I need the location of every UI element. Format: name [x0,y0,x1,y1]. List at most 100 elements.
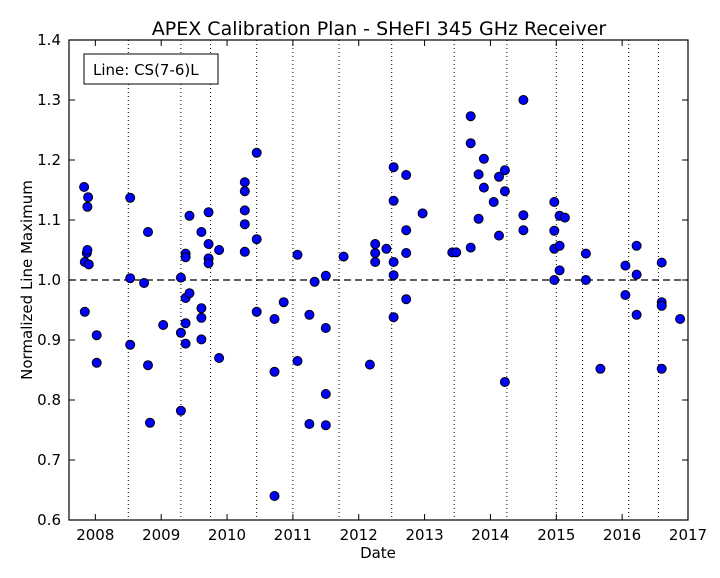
data-point-50 [292,249,303,260]
data-point-66 [388,195,399,206]
data-point-86 [494,230,504,241]
data-point-47 [269,366,280,377]
data-point-7 [83,259,94,270]
legend: Line: CS(7-6)L [83,53,219,85]
data-point-27 [184,288,195,299]
data-point-31 [196,334,207,345]
data-point-53 [304,419,315,429]
legend-text: Line: CS(7-6)L [93,61,199,79]
x-tick-label-6: 2014 [471,526,509,544]
data-point-22 [180,252,191,263]
x-tick-label-8: 2016 [603,526,641,544]
data-point-29 [196,303,207,314]
data-point-45 [251,306,262,317]
data-point-57 [320,389,331,399]
data-point-62 [370,248,381,258]
data-point-19 [175,327,186,338]
data-point-32 [203,207,214,218]
data-point-14 [143,227,153,237]
data-point-65 [388,162,399,173]
data-point-26 [184,210,195,221]
data-point-51 [292,356,303,366]
data-point-24 [180,318,191,329]
data-point-35 [203,258,214,269]
data-point-63 [370,257,381,267]
data-point-10 [125,192,136,203]
data-point-28 [196,227,207,237]
data-point-8 [91,330,102,341]
data-point-79 [465,242,476,253]
data-point-82 [478,153,489,164]
data-point-69 [388,312,399,323]
data-point-15 [143,360,153,371]
x-tick-label-0: 2008 [76,526,114,544]
data-point-98 [554,240,565,251]
data-point-100 [559,212,570,223]
data-point-6 [83,192,94,203]
data-point-41 [239,219,250,230]
data-point-48 [269,491,280,501]
y-tick-label-3: 0.9 [37,331,61,349]
data-point-104 [620,260,631,271]
x-axis-ticks: 2008 2009 2010 2011 2012 2013 2014 2015 2016 2017 [76,40,707,544]
x-tick-label-2: 2010 [208,526,246,544]
y-tick-label-2: 0.8 [37,391,61,409]
data-point-46 [269,314,280,324]
data-point-64 [381,243,392,254]
x-tick-label-3: 2011 [274,526,312,544]
data-point-107 [631,269,642,280]
data-point-52 [304,309,315,320]
x-axis-label: Date [360,544,396,562]
data-point-85 [494,171,504,182]
data-point-71 [401,225,412,236]
data-point-13 [139,278,150,288]
data-point-77 [465,111,476,122]
data-point-49 [278,297,289,308]
y-tick-label-1: 0.7 [37,451,61,469]
data-point-103 [595,363,606,374]
y-axis-ticks: 0.6 0.7 0.8 0.9 1.0 1.1 1.2 1.3 1.4 [37,31,688,529]
x-tick-label-9: 2017 [669,526,707,544]
data-point-58 [320,420,331,431]
x-tick-label-4: 2012 [340,526,378,544]
data-point-81 [473,213,484,224]
data-point-112 [656,363,667,374]
data-point-42 [239,246,250,257]
y-tick-label-5: 1.1 [37,211,61,229]
data-point-39 [239,186,250,197]
data-point-33 [203,239,214,249]
data-point-4 [82,245,93,255]
data-point-113 [675,314,686,324]
data-point-11 [125,273,136,284]
data-point-17 [158,320,169,330]
data-point-54 [309,276,320,287]
chart-title: APEX Calibration Plan - SHeFI 345 GHz Re… [152,18,607,40]
data-point-37 [214,353,225,363]
data-point-61 [370,239,381,249]
data-point-108 [631,309,642,320]
x-tick-label-7: 2015 [537,526,575,544]
data-point-59 [338,251,349,262]
y-tick-label-7: 1.3 [37,91,61,109]
data-point-84 [488,197,499,207]
data-point-76 [451,247,462,258]
data-point-44 [251,234,262,245]
data-point-111 [656,300,667,311]
legend-box [83,53,219,85]
data-point-18 [175,272,186,283]
data-point-25 [180,338,191,349]
x-tick-label-5: 2013 [406,526,444,544]
data-point-109 [656,257,667,268]
data-point-9 [91,357,102,368]
data-point-43 [251,147,262,158]
data-point-80 [473,169,484,180]
data-point-12 [125,339,136,350]
data-point-88 [499,186,510,197]
data-point-40 [239,205,250,216]
y-tick-label-4: 1.0 [37,271,61,289]
data-point-90 [518,95,529,105]
data-point-70 [401,170,412,180]
data-points [79,95,686,501]
data-point-96 [549,275,560,285]
